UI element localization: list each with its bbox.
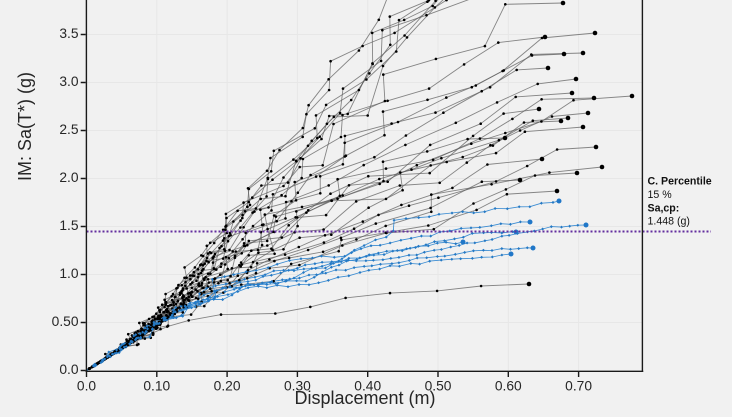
svg-text:3.0: 3.0 <box>59 74 79 89</box>
svg-text:C. Percentile: C. Percentile <box>648 176 712 188</box>
svg-text:1.0: 1.0 <box>59 266 79 281</box>
svg-text:0.60: 0.60 <box>495 379 522 394</box>
svg-text:2.0: 2.0 <box>59 170 79 185</box>
svg-text:0.50: 0.50 <box>425 379 452 394</box>
svg-text:1.5: 1.5 <box>59 218 79 233</box>
svg-text:1.448 (g): 1.448 (g) <box>648 216 690 228</box>
svg-text:0.50: 0.50 <box>52 314 79 329</box>
svg-text:0.10: 0.10 <box>143 379 170 394</box>
svg-text:0.30: 0.30 <box>284 379 311 394</box>
svg-text:IM: Sa(T*) (g): IM: Sa(T*) (g) <box>15 72 35 181</box>
svg-text:0.20: 0.20 <box>214 379 241 394</box>
svg-text:Sa,cp:: Sa,cp: <box>648 202 680 214</box>
svg-text:0.0: 0.0 <box>59 362 79 377</box>
svg-text:2.5: 2.5 <box>59 122 79 137</box>
svg-text:15 %: 15 % <box>648 189 673 201</box>
svg-text:0.70: 0.70 <box>565 379 592 394</box>
svg-text:3.5: 3.5 <box>59 26 79 41</box>
svg-text:0.40: 0.40 <box>354 379 381 394</box>
svg-text:0.0: 0.0 <box>77 379 97 394</box>
svg-text:Displacement (m): Displacement (m) <box>294 388 435 408</box>
